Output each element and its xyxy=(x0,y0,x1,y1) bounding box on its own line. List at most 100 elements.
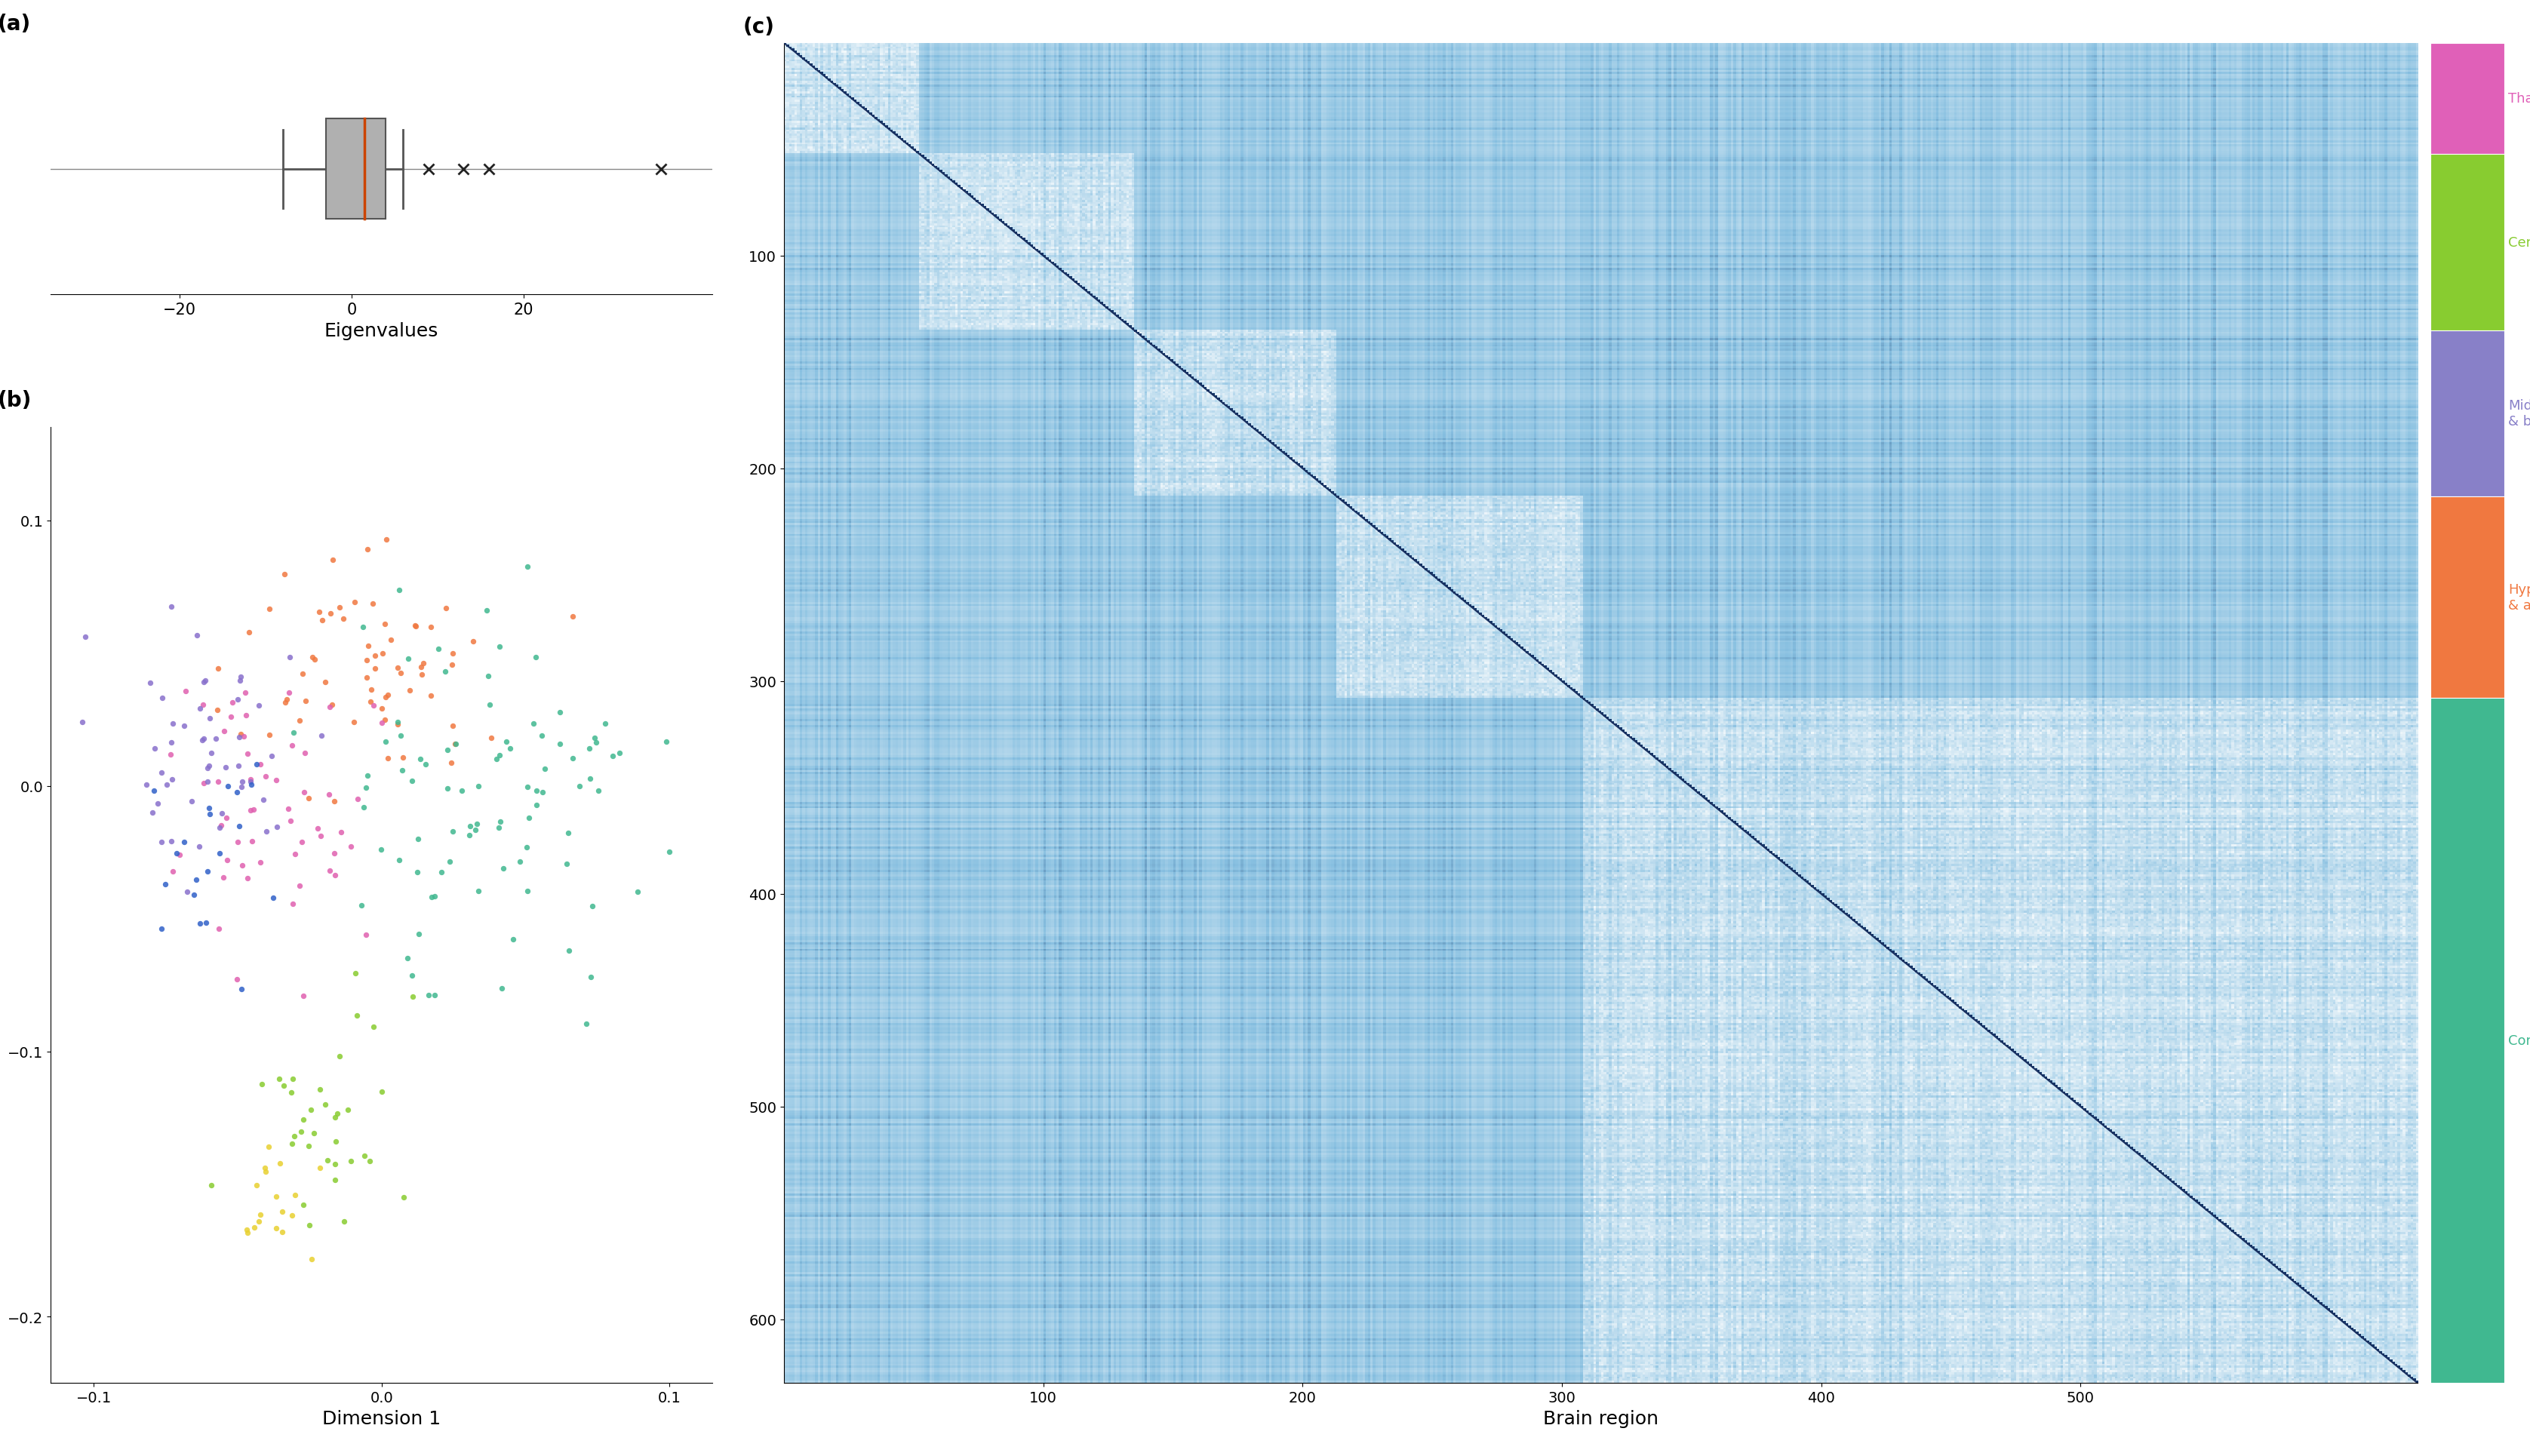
Point xyxy=(245,1160,286,1184)
Point xyxy=(256,1185,296,1208)
Point xyxy=(228,1220,268,1243)
Point xyxy=(283,780,324,804)
Point xyxy=(433,642,473,665)
Point xyxy=(458,775,498,798)
Point xyxy=(367,683,407,706)
Point xyxy=(273,893,314,916)
Point xyxy=(142,830,182,853)
Point xyxy=(592,744,632,767)
Point xyxy=(218,754,258,778)
Text: Hypothalamus
& amygdala: Hypothalamus & amygdala xyxy=(2507,582,2530,612)
Point xyxy=(190,802,230,826)
Point xyxy=(164,715,205,738)
Point xyxy=(478,744,519,767)
Point xyxy=(354,644,395,667)
Bar xyxy=(326,119,385,220)
Point xyxy=(488,737,529,760)
Point xyxy=(362,1080,402,1104)
Point xyxy=(159,843,200,866)
Point xyxy=(395,614,435,638)
Point xyxy=(129,671,170,695)
Point xyxy=(506,836,546,859)
Point xyxy=(190,1174,230,1197)
Point xyxy=(309,859,349,882)
Point xyxy=(299,1077,339,1101)
Point xyxy=(342,616,382,639)
Point xyxy=(352,593,392,616)
Point xyxy=(380,579,420,603)
Point xyxy=(238,1210,278,1233)
Point xyxy=(182,693,223,716)
Point xyxy=(410,616,450,639)
Point xyxy=(220,665,261,689)
Point xyxy=(202,814,243,837)
Point xyxy=(248,724,288,747)
Point xyxy=(180,911,220,935)
Point xyxy=(331,1150,372,1174)
Point xyxy=(240,1073,281,1096)
Point xyxy=(334,591,374,614)
Point xyxy=(347,764,387,788)
Point xyxy=(187,756,228,779)
Point xyxy=(207,775,248,798)
Point xyxy=(223,770,263,794)
Point xyxy=(584,712,625,735)
Point xyxy=(238,753,278,776)
Point xyxy=(311,601,352,625)
Point xyxy=(481,977,521,1000)
Point xyxy=(402,652,443,676)
Point xyxy=(223,725,263,748)
Point xyxy=(271,646,311,670)
Point xyxy=(293,648,334,671)
Point xyxy=(268,798,309,821)
Point xyxy=(261,1152,301,1175)
Point xyxy=(197,770,238,794)
Point xyxy=(483,856,524,879)
Point xyxy=(250,744,291,767)
Point xyxy=(142,761,182,785)
Point xyxy=(425,660,466,683)
Point xyxy=(291,1248,331,1271)
Point xyxy=(380,724,420,747)
Point xyxy=(372,629,412,652)
Point xyxy=(273,721,314,744)
Point xyxy=(301,609,342,632)
Point xyxy=(405,753,445,776)
Point xyxy=(572,895,612,919)
Point xyxy=(273,734,314,757)
Point xyxy=(334,961,374,984)
Point xyxy=(157,842,197,865)
Point xyxy=(314,1153,354,1176)
Point xyxy=(352,678,392,702)
Point xyxy=(220,725,261,748)
X-axis label: Dimension 1: Dimension 1 xyxy=(321,1409,440,1427)
Point xyxy=(197,917,238,941)
Point xyxy=(498,850,539,874)
Bar xyxy=(2431,154,2505,331)
Point xyxy=(392,964,433,987)
Point xyxy=(433,820,473,843)
Point xyxy=(293,1121,334,1144)
Point xyxy=(268,681,309,705)
Point xyxy=(240,1203,281,1226)
Point xyxy=(645,731,686,754)
Point xyxy=(387,946,428,970)
Point xyxy=(324,607,364,630)
Bar xyxy=(2431,44,2505,154)
Point xyxy=(164,831,205,855)
Point xyxy=(402,662,443,686)
Point xyxy=(309,696,349,719)
Point xyxy=(220,815,261,839)
Point xyxy=(362,642,402,665)
Point xyxy=(430,751,471,775)
Point xyxy=(390,680,430,703)
Point xyxy=(417,638,458,661)
Point xyxy=(182,772,223,795)
Point xyxy=(392,986,433,1009)
Point xyxy=(478,635,519,658)
Point xyxy=(516,645,557,668)
Point xyxy=(435,732,476,756)
Point xyxy=(283,662,324,686)
Point xyxy=(428,778,468,801)
Point xyxy=(362,697,402,721)
